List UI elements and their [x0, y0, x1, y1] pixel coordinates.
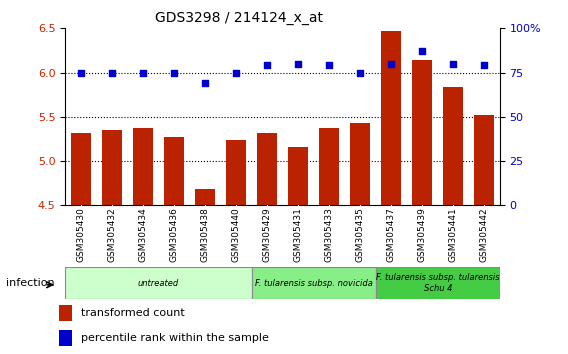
Bar: [195, 189, 215, 205]
Point: [480, 63, 489, 68]
Bar: [375, 267, 500, 299]
Point: [449, 61, 458, 67]
Bar: [65, 267, 252, 299]
Point: [294, 61, 303, 67]
Point: [232, 70, 241, 75]
Point: [76, 70, 85, 75]
Text: GSM305429: GSM305429: [262, 207, 272, 262]
Bar: [288, 147, 308, 205]
Text: GSM305432: GSM305432: [107, 207, 116, 262]
Text: GSM305440: GSM305440: [232, 207, 240, 262]
Point: [356, 70, 365, 75]
Bar: [102, 130, 122, 205]
Text: percentile rank within the sample: percentile rank within the sample: [81, 333, 269, 343]
Text: GSM305438: GSM305438: [201, 207, 210, 262]
Bar: [443, 87, 463, 205]
Text: GSM305435: GSM305435: [356, 207, 365, 262]
Bar: [164, 137, 184, 205]
Text: F. tularensis subsp. novicida: F. tularensis subsp. novicida: [254, 279, 373, 288]
Point: [139, 70, 148, 75]
Text: GSM305430: GSM305430: [76, 207, 85, 262]
Bar: [381, 31, 402, 205]
Text: F. tularensis subsp. tularensis
Schu 4: F. tularensis subsp. tularensis Schu 4: [376, 274, 500, 293]
Point: [201, 80, 210, 86]
Bar: [350, 123, 370, 205]
Bar: [59, 305, 72, 321]
Bar: [474, 115, 494, 205]
Text: transformed count: transformed count: [81, 308, 185, 318]
Bar: [71, 133, 91, 205]
Text: GSM305431: GSM305431: [294, 207, 303, 262]
Point: [387, 61, 396, 67]
Text: GSM305434: GSM305434: [139, 207, 148, 262]
Text: GSM305436: GSM305436: [169, 207, 178, 262]
Text: GSM305441: GSM305441: [449, 207, 458, 262]
Text: infection: infection: [6, 278, 55, 288]
Text: GSM305442: GSM305442: [480, 207, 489, 262]
Title: GDS3298 / 214124_x_at: GDS3298 / 214124_x_at: [155, 11, 323, 24]
Point: [169, 70, 178, 75]
Text: GSM305437: GSM305437: [387, 207, 396, 262]
Bar: [319, 128, 339, 205]
Point: [324, 63, 333, 68]
Text: untreated: untreated: [138, 279, 179, 288]
Point: [107, 70, 116, 75]
Bar: [252, 267, 375, 299]
Bar: [257, 133, 277, 205]
Bar: [133, 128, 153, 205]
Point: [262, 63, 272, 68]
Bar: [412, 60, 432, 205]
Text: GSM305433: GSM305433: [325, 207, 333, 262]
Bar: [226, 140, 246, 205]
Point: [417, 48, 427, 54]
Text: GSM305439: GSM305439: [417, 207, 427, 262]
Bar: [59, 330, 72, 346]
